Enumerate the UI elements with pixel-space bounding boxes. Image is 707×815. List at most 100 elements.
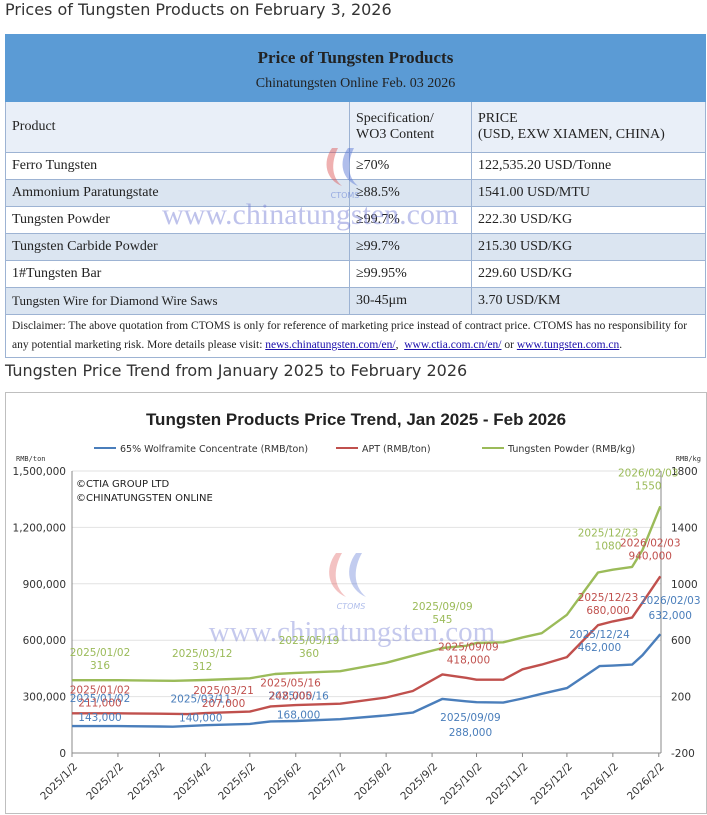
col-header-price: PRICE (USD, EXW XIAMEN, CHINA) — [470, 101, 707, 153]
annotation-date: 2026/02/03 — [640, 595, 701, 607]
spec-cell: ≥99.7% — [349, 233, 472, 261]
product-cell: Ferro Tungsten — [5, 152, 350, 180]
link-ctia[interactable]: www.ctia.com.cn/en/ — [404, 339, 502, 351]
product-cell: 1#Tungsten Bar — [5, 260, 350, 288]
table-row: Tungsten Carbide Powder ≥99.7% 215.30 US… — [5, 233, 707, 261]
annotation-date: 2025/12/24 — [569, 629, 630, 641]
chart-title: Tungsten Products Price Trend, Jan 2025 … — [146, 410, 566, 429]
y-left-tick-label: 1,200,000 — [13, 522, 66, 534]
annotation-date: 2025/01/02 — [70, 647, 131, 659]
link-tungsten[interactable]: www.tungsten.com.cn — [516, 339, 620, 351]
legend-entry: Tungsten Powder (RMB/kg) — [507, 444, 635, 455]
x-tick-label: 2025/10/2 — [438, 761, 485, 808]
annotation-date: 2025/09/09 — [412, 601, 473, 613]
product-cell: Tungsten Carbide Powder — [5, 233, 350, 261]
annotation-date: 2025/03/12 — [172, 648, 233, 660]
x-tick-label: 2025/1/2 — [38, 761, 80, 803]
series-line — [72, 575, 662, 716]
y-left-tick-label: 300,000 — [23, 692, 66, 704]
link-news-chinatungsten[interactable]: news.chinatungsten.com/en/ — [265, 339, 396, 351]
copyright-line: ©CHINATUNGSTEN ONLINE — [76, 493, 213, 504]
x-tick-label: 2025/9/2 — [398, 761, 440, 803]
price-trend-chart: Tungsten Products Price Trend, Jan 2025 … — [5, 392, 707, 814]
annotation-value: 1080 — [595, 541, 622, 553]
table-row: Tungsten Wire for Diamond Wire Saws 30-4… — [5, 287, 707, 315]
y-left-unit: RMB/ton — [16, 455, 46, 463]
series-line — [72, 505, 662, 682]
x-tick-label: 2025/3/2 — [126, 761, 168, 803]
annotation-date: 2025/01/02 — [70, 684, 131, 696]
series-line — [72, 633, 662, 728]
annotation-date: 2026/02/03 — [618, 467, 679, 479]
price-cell: 222.30 USD/KG — [470, 206, 707, 234]
spec-cell: ≥99.95% — [349, 260, 472, 288]
annotation-date: 2025/12/23 — [578, 592, 639, 604]
annotation-date: 2025/05/19 — [279, 635, 340, 647]
copyright-line: ©CTIA GROUP LTD — [76, 479, 169, 490]
chart-svg: Tungsten Products Price Trend, Jan 2025 … — [13, 410, 701, 808]
prices-heading: Prices of Tungsten Products on February … — [5, 0, 392, 19]
y-right-tick-label: 1800 — [671, 466, 698, 478]
spec-cell: 30-45μm — [349, 287, 472, 315]
y-right-tick-label: 600 — [671, 635, 691, 647]
x-tick-label: 2026/1/2 — [579, 761, 621, 803]
annotation-date: 2025/09/09 — [438, 641, 499, 653]
annotation-value: 316 — [90, 660, 110, 672]
annotation-value: 168,000 — [277, 709, 320, 721]
watermark-logo-text: CTOMS — [337, 602, 366, 611]
x-tick-label: 2025/2/2 — [84, 761, 126, 803]
disclaimer: Disclaimer: The above quotation from CTO… — [4, 314, 707, 358]
x-tick-label: 2025/4/2 — [172, 761, 214, 803]
x-tick-label: 2025/7/2 — [306, 761, 348, 803]
annotation-date: 2026/02/03 — [620, 537, 681, 549]
x-tick-label: 2025/5/2 — [216, 761, 258, 803]
trend-heading: Tungsten Price Trend from January 2025 t… — [5, 361, 468, 380]
annotation-value: 143,000 — [78, 712, 121, 724]
annotation-date: 2025/12/23 — [578, 528, 639, 540]
table-subtitle: Chinatungsten Online Feb. 03 2026 — [255, 76, 456, 91]
svg-text:CTOMS: CTOMS — [331, 191, 360, 200]
watermark-text: www.chinatungsten.com — [209, 616, 496, 648]
col-header-spec: Specification/WO3 Content — [349, 101, 472, 153]
y-right-tick-label: 200 — [671, 692, 691, 704]
annotation-value: 680,000 — [586, 605, 629, 617]
y-right-unit: RMB/kg — [676, 455, 701, 463]
y-right-tick-label: 1000 — [671, 579, 698, 591]
annotation-value: 312 — [192, 661, 212, 673]
y-left-tick-label: 600,000 — [23, 635, 66, 647]
product-cell: Tungsten Powder — [5, 206, 350, 234]
product-cell: Tungsten Wire for Diamond Wire Saws — [5, 287, 350, 315]
annotation-value: 140,000 — [179, 713, 222, 725]
x-tick-label: 2026/2/2 — [625, 761, 667, 803]
price-table: Price of Tungsten Products Chinatungsten… — [4, 34, 707, 358]
annotation-value: 418,000 — [447, 654, 490, 666]
annotation-value: 462,000 — [578, 642, 621, 654]
price-cell: 229.60 USD/KG — [470, 260, 707, 288]
annotation-value: 207,000 — [202, 698, 245, 710]
y-right-tick-label: -200 — [671, 748, 695, 760]
price-cell: 1541.00 USD/MTU — [470, 179, 707, 207]
spec-cell: ≥88.5% — [349, 179, 472, 207]
annotation-date: 2025/05/16 — [260, 677, 321, 689]
annotation-value: 1550 — [635, 480, 662, 492]
x-tick-label: 2025/11/2 — [484, 761, 531, 808]
y-left-tick-label: 1,500,000 — [13, 466, 66, 478]
ctoms-logo-icon — [329, 553, 366, 597]
annotation-value: 940,000 — [629, 550, 672, 562]
annotation-date: 2025/03/11 — [170, 694, 231, 706]
table-title: Price of Tungsten Products — [257, 48, 454, 67]
legend-entry: APT (RMB/ton) — [362, 444, 431, 455]
spec-cell: ≥99.7% — [349, 206, 472, 234]
table-title-cell: Price of Tungsten Products Chinatungsten… — [4, 34, 707, 102]
ctoms-logo-icon: CTOMS — [326, 148, 360, 200]
x-tick-label: 2025/6/2 — [262, 761, 304, 803]
annotation-value: 632,000 — [649, 610, 692, 622]
y-left-tick-label: 900,000 — [23, 579, 66, 591]
table-row: 1#Tungsten Bar ≥99.95% 229.60 USD/KG — [5, 260, 707, 288]
annotation-value: 248,000 — [269, 690, 312, 702]
col-header-product: Product — [5, 101, 350, 153]
x-tick-label: 2025/12/2 — [528, 761, 575, 808]
table-row: Ammonium Paratungstate ≥88.5% 1541.00 US… — [5, 179, 707, 207]
legend-entry: 65% Wolframite Concentrate (RMB/ton) — [120, 444, 308, 455]
annotation-date: 2025/03/21 — [193, 685, 254, 697]
